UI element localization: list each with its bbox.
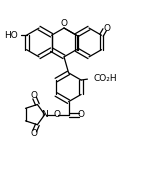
- Text: O: O: [77, 110, 84, 119]
- Text: N: N: [41, 110, 47, 119]
- Text: HO: HO: [4, 31, 18, 40]
- Text: O: O: [103, 24, 110, 33]
- Text: O: O: [61, 19, 67, 28]
- Text: O: O: [53, 110, 60, 119]
- Text: O: O: [31, 91, 38, 100]
- Text: O: O: [31, 129, 38, 138]
- Text: CO₂H: CO₂H: [94, 74, 118, 83]
